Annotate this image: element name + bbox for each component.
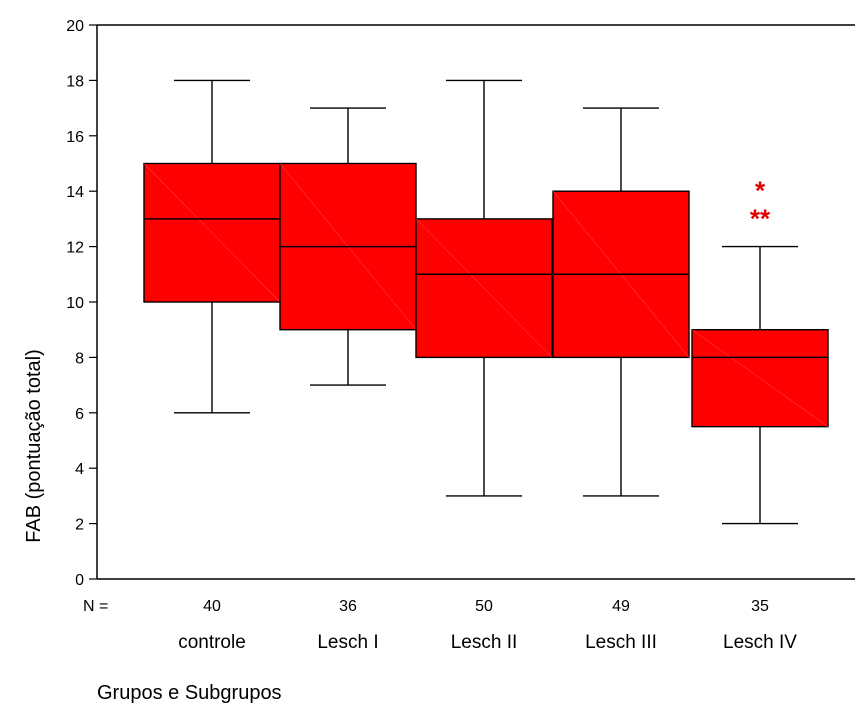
n-prefix-label: N =	[83, 598, 108, 615]
annotations-group: ***	[750, 176, 771, 234]
boxes-group	[143, 79, 829, 525]
category-label: Lesch III	[585, 632, 657, 653]
y-tick-label: 6	[75, 406, 84, 423]
y-tick-label: 12	[66, 240, 84, 257]
y-tick-label: 0	[75, 572, 84, 589]
y-tick-label: 20	[66, 18, 84, 35]
n-value: 40	[203, 598, 221, 615]
y-tick-label: 18	[66, 73, 84, 90]
n-value: 36	[339, 598, 357, 615]
category-label: Lesch II	[451, 632, 518, 653]
y-axis-title: FAB (pontuação total)	[23, 349, 45, 542]
category-label: Lesch I	[317, 632, 378, 653]
y-tick-label: 4	[75, 461, 84, 478]
x-axis-title: Grupos e Subgrupos	[97, 682, 282, 704]
significance-marker: **	[750, 203, 771, 233]
y-tick-label: 8	[75, 350, 84, 367]
y-axis: 0 2 4 6 8 10 12 14 16 18 20	[66, 18, 97, 589]
n-value: 50	[475, 598, 493, 615]
y-tick-label: 16	[66, 129, 84, 146]
box-lesch-iii	[552, 107, 690, 497]
box-lesch-ii	[415, 79, 553, 497]
category-label: Lesch IV	[723, 632, 797, 653]
n-value: 35	[751, 598, 769, 615]
y-tick-label: 14	[66, 184, 84, 201]
n-value: 49	[612, 598, 630, 615]
significance-marker: *	[755, 176, 766, 206]
y-tick-label: 2	[75, 517, 84, 534]
y-tick-label: 10	[66, 295, 84, 312]
category-label: controle	[178, 632, 246, 653]
category-labels: 40 controle 36 Lesch I 50 Lesch II 49 Lesch III…	[178, 598, 797, 653]
box-lesch-iv	[691, 245, 829, 525]
box-diagonal	[415, 218, 553, 358]
box-diagonal	[691, 329, 829, 427]
box-diagonal	[143, 163, 281, 303]
box-lesch-i	[279, 107, 417, 386]
box-controle	[143, 79, 281, 414]
